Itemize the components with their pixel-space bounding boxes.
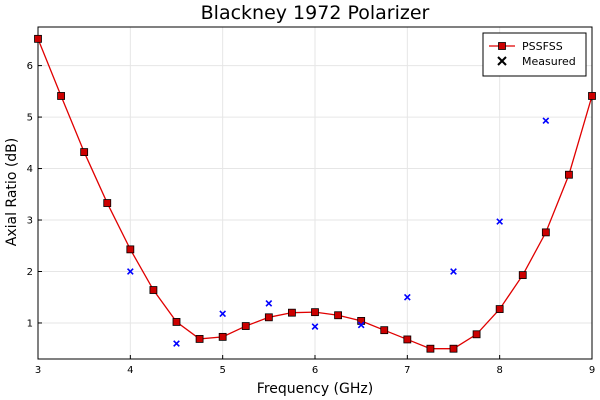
- x-tick-label: 7: [404, 365, 410, 376]
- legend-label-measured: Measured: [522, 55, 576, 68]
- data-point: [149, 286, 158, 294]
- legend-marker-pssfss: [498, 42, 506, 50]
- data-point: [496, 218, 504, 225]
- data-point: [472, 330, 481, 339]
- y-tick-label: 4: [27, 164, 33, 175]
- data-point: [173, 340, 180, 347]
- axis-ticks: 3 4 5 6 7 8 9 1 2 3 4 5 6: [27, 61, 596, 376]
- data-series: [34, 34, 596, 353]
- data-point: [241, 322, 250, 330]
- data-point: [449, 344, 458, 353]
- legend: PSSFSS Measured: [482, 32, 587, 77]
- y-tick-label: 3: [27, 216, 33, 227]
- data-point: [357, 321, 365, 329]
- x-tick-label: 4: [127, 365, 133, 376]
- data-point: [426, 344, 435, 353]
- data-point: [103, 199, 112, 207]
- data-point: [126, 245, 135, 254]
- x-axis-label: Frequency (GHz): [257, 381, 373, 397]
- data-point: [311, 308, 319, 317]
- x-tick-label: 8: [496, 365, 502, 376]
- data-point: [219, 310, 227, 318]
- data-point: [264, 313, 273, 322]
- data-point: [495, 305, 504, 313]
- data-point: [542, 117, 550, 125]
- y-tick-label: 5: [27, 113, 33, 124]
- x-tick-label: 6: [312, 365, 318, 376]
- data-point: [334, 311, 342, 320]
- x-tick-label: 9: [589, 365, 595, 376]
- data-point: [541, 228, 550, 237]
- legend-label-pssfss: PSSFSS: [522, 40, 563, 53]
- data-point: [172, 318, 181, 326]
- data-point: [450, 268, 457, 275]
- y-tick-label: 1: [27, 318, 33, 329]
- data-point: [588, 92, 596, 100]
- data-point: [80, 148, 89, 156]
- data-point: [518, 271, 527, 279]
- data-point: [195, 335, 204, 343]
- data-point: [288, 308, 296, 317]
- data-point: [126, 268, 134, 275]
- series-measured: [126, 117, 550, 347]
- chart-title: Blackney 1972 Polarizer: [201, 2, 430, 24]
- x-tick-label: 5: [219, 365, 225, 376]
- data-point: [380, 326, 389, 335]
- data-point: [403, 293, 411, 301]
- legend-box: [482, 32, 587, 77]
- data-point: [265, 300, 273, 307]
- data-point: [57, 92, 65, 100]
- data-point: [218, 332, 227, 341]
- data-point: [565, 170, 573, 179]
- x-tick-label: 3: [35, 365, 41, 376]
- y-tick-label: 6: [27, 61, 33, 72]
- data-point: [403, 335, 412, 344]
- data-point: [34, 34, 42, 43]
- y-tick-label: 2: [27, 267, 33, 278]
- y-axis-label: Axial Ratio (dB): [4, 138, 20, 246]
- data-point: [311, 323, 319, 330]
- legend-marker-measured: [497, 56, 507, 66]
- series-pssfss: [34, 34, 596, 353]
